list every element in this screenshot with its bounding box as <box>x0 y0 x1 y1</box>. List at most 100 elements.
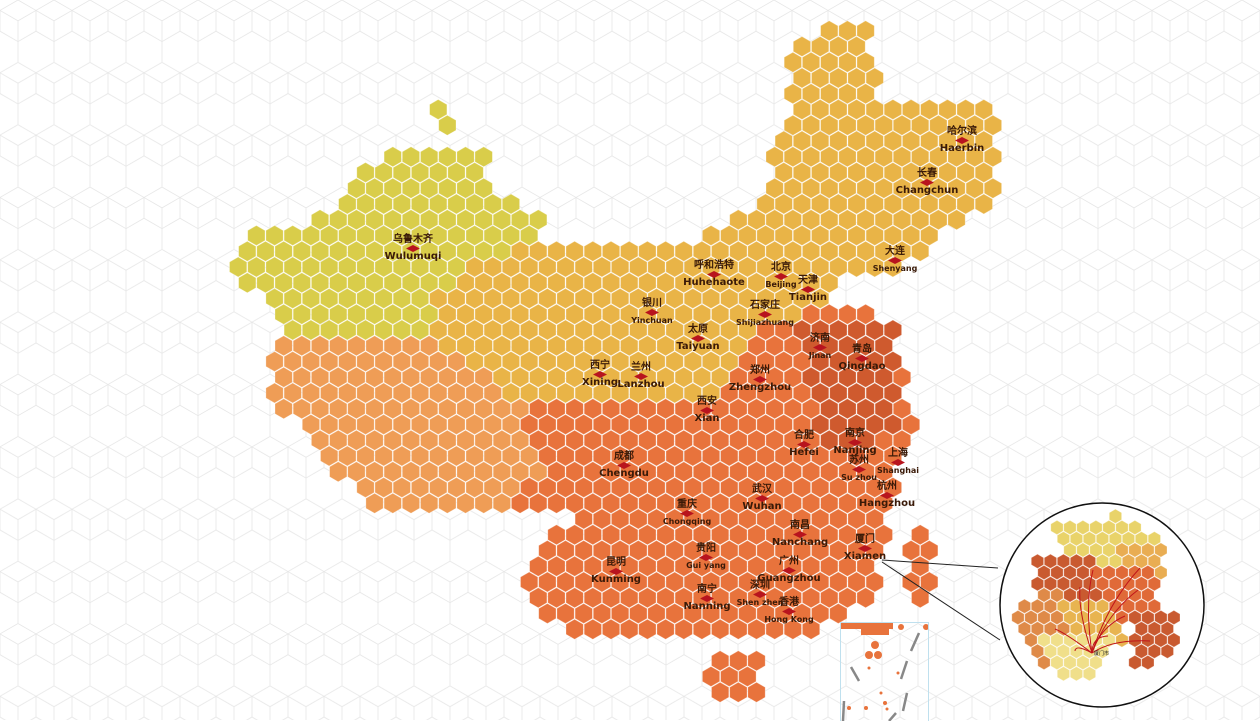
city-label[interactable]: 青岛 Qingdao <box>839 344 886 372</box>
province-hex <box>802 240 821 262</box>
province-hex <box>556 571 575 593</box>
province-hex <box>611 603 630 624</box>
city-label[interactable]: 银川 Yinchuan <box>631 298 672 326</box>
city-label[interactable]: 西安 Xian <box>694 396 719 424</box>
province-hex <box>329 240 348 262</box>
inset-hex <box>1063 609 1077 626</box>
city-label[interactable]: 上海 Shanghai <box>877 448 919 476</box>
province-hex <box>301 351 321 372</box>
city-label[interactable]: 合肥 Hefei <box>789 430 819 458</box>
city-label[interactable]: 西宁 Xining <box>582 360 618 388</box>
province-hex <box>429 445 448 467</box>
city-label[interactable]: 北京 Beijing <box>765 262 796 290</box>
city-marker-icon <box>752 376 767 383</box>
province-hex <box>674 366 693 388</box>
city-label[interactable]: 南宁 Nanning <box>683 584 730 612</box>
city-label[interactable]: 南京 Nanjing <box>833 428 876 456</box>
province-hex <box>856 366 875 388</box>
city-name-cn: 武汉 <box>751 484 772 495</box>
province-hex <box>847 571 866 593</box>
province-hex <box>856 146 875 168</box>
city-marker-icon <box>609 568 623 575</box>
province-hex <box>729 650 748 672</box>
province-hex <box>356 414 375 435</box>
city-label[interactable]: 深圳 Shen zhen <box>737 580 784 608</box>
province-hex <box>438 303 457 325</box>
city-label[interactable]: 石家庄 Shijiazhuang <box>736 300 794 328</box>
province-hex <box>747 618 766 640</box>
province-hex <box>256 272 275 294</box>
city-label[interactable]: 南昌 Nanchang <box>772 520 828 548</box>
province-hex <box>374 193 393 215</box>
province-hex <box>392 382 411 404</box>
province-hex <box>365 492 384 514</box>
fujian-inset[interactable] <box>999 502 1205 708</box>
inset-hex <box>1121 576 1135 592</box>
province-hex <box>410 225 430 246</box>
province-hex <box>556 477 575 498</box>
city-label[interactable]: 武汉 Wuhan <box>742 484 781 512</box>
city-label[interactable]: 郑州 Zhengzhou <box>729 365 791 393</box>
province-hex <box>820 335 839 357</box>
city-label[interactable]: 乌鲁木齐 Wulumuqi <box>385 234 442 262</box>
city-label[interactable]: 苏州 Su zhou <box>841 455 877 483</box>
city-label[interactable]: 贵阳 Gui yang <box>686 543 726 571</box>
city-name-en: Nanning <box>683 601 731 612</box>
city-label[interactable]: 杭州 Hangzhou <box>859 481 915 509</box>
province-hex <box>656 461 675 483</box>
inset-hex <box>1030 553 1044 569</box>
province-hex <box>638 555 657 577</box>
province-hex <box>629 288 648 309</box>
city-marker-icon <box>954 137 969 144</box>
province-hex <box>529 398 548 420</box>
province-hex <box>483 351 502 372</box>
province-hex <box>474 209 493 231</box>
province-hex <box>456 209 475 231</box>
city-label[interactable]: 哈尔滨 Haerbin <box>940 126 985 154</box>
province-hex <box>638 240 657 262</box>
city-name-cn: 合肥 <box>794 430 814 441</box>
province-hex <box>729 492 748 514</box>
province-hex <box>656 240 675 262</box>
province-hex <box>856 398 875 420</box>
province-hex <box>756 225 775 246</box>
inset-hex <box>1095 598 1109 614</box>
inset-hex <box>1050 519 1064 536</box>
province-hex <box>347 461 366 483</box>
inset-hex <box>1141 564 1155 581</box>
city-label[interactable]: 重庆 Chongqing <box>663 499 711 527</box>
inset-hex <box>1147 553 1161 569</box>
province-hex <box>456 177 475 199</box>
province-hex <box>401 272 421 294</box>
province-hex <box>965 177 984 199</box>
province-hex <box>611 540 630 561</box>
city-label[interactable]: 厦门 Xiamen <box>844 534 886 562</box>
city-label[interactable]: 香港 Hong Kong <box>764 597 813 625</box>
province-hex <box>383 492 402 514</box>
province-hex <box>320 414 339 435</box>
city-label[interactable]: 天津 Tianjin <box>789 275 827 303</box>
province-hex <box>865 382 884 404</box>
province-hex <box>492 398 512 420</box>
province-hex <box>365 177 384 199</box>
province-hex <box>747 681 766 703</box>
city-label[interactable]: 成都 Chengdu <box>599 451 649 479</box>
city-label[interactable]: 大连 Shenyang <box>873 246 918 274</box>
province-hex <box>611 414 630 435</box>
province-hex <box>438 146 457 168</box>
city-label[interactable]: 济南 Jinan <box>809 333 832 361</box>
city-label[interactable]: 兰州 Lanzhou <box>617 362 664 390</box>
province-hex <box>665 445 684 467</box>
province-hex <box>383 366 402 388</box>
city-marker-icon <box>920 179 934 186</box>
city-label[interactable]: 昆明 Kunming <box>591 557 641 585</box>
province-hex <box>474 240 493 262</box>
province-hex <box>902 162 921 183</box>
city-label[interactable]: 呼和浩特 Huhehaote <box>683 260 745 288</box>
city-label[interactable]: 长春 Changchun <box>896 168 959 196</box>
city-label[interactable]: 广州 Guangzhou <box>757 556 820 584</box>
inset-hex <box>1056 643 1070 659</box>
inset-hex <box>1115 564 1129 581</box>
province-hex <box>265 256 284 278</box>
city-label[interactable]: 太原 Taiyuan <box>676 324 719 352</box>
